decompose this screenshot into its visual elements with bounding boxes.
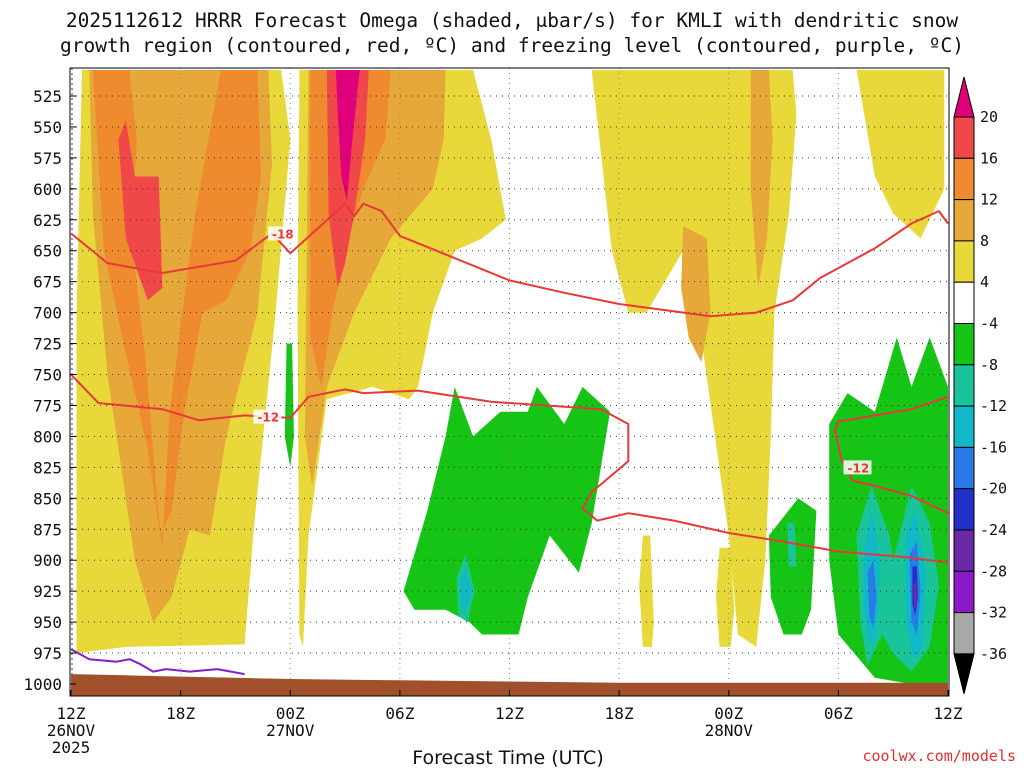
y-tick-label-625: 625 xyxy=(33,211,62,230)
colorbar-label-4: 4 xyxy=(980,273,989,291)
colorbar-bin-3 xyxy=(953,199,975,242)
y-tick-label-800: 800 xyxy=(33,427,62,446)
x-tick-label-0: 12Z xyxy=(57,704,86,723)
omega-shaded-regions xyxy=(76,70,948,684)
region-upward-motion-16-early xyxy=(118,120,163,301)
y-tick-label-950: 950 xyxy=(33,613,62,632)
credit-text: coolwx.com/models xyxy=(862,747,1016,765)
y-axis: 525 550 575 600 625 650 675 700 725 750 775 800 825 8… xyxy=(23,87,76,694)
contour-label-bg-dendritic-minus12-late xyxy=(843,460,872,475)
x-tick-label-18: 06Z xyxy=(385,704,414,723)
colorbar-bin-2 xyxy=(953,157,975,201)
colorbar-arrow-bottom xyxy=(953,653,975,695)
y-tick-label-1000: 1000 xyxy=(23,675,62,694)
chart-title-line-2: growth region (contoured, red, ºC) and f… xyxy=(60,34,964,57)
region-upward-motion-20-second xyxy=(335,70,360,202)
x-tick-label-6: 18Z xyxy=(166,704,195,723)
x-tick-date-0: 26NOV xyxy=(47,721,96,740)
colorbar-bin-9 xyxy=(953,446,975,490)
colorbar-bin-11 xyxy=(953,529,975,572)
colorbar-bin-7 xyxy=(953,364,975,407)
chart-title-line-1: 2025112612 HRRR Forecast Omega (shaded, … xyxy=(66,9,958,32)
colorbar-label-7: -12 xyxy=(980,397,1007,415)
y-tick-label-600: 600 xyxy=(33,180,62,199)
region-downward-motion-12-mid xyxy=(460,566,472,610)
region-downward-motion-8-lateA xyxy=(787,523,797,567)
contour-label-dendritic-minus18: -18 xyxy=(272,227,294,241)
colorbar-bin-12 xyxy=(953,570,975,614)
colorbar-bin-1 xyxy=(953,116,975,159)
colorbar-label-3: 8 xyxy=(980,232,989,250)
y-tick-label-900: 900 xyxy=(33,551,62,570)
colorbar-label-8: -16 xyxy=(980,438,1007,456)
contour-label-dendritic-minus12: -12 xyxy=(257,411,279,425)
region-upward-motion-8-mid xyxy=(681,226,711,363)
colorbar-bin-5 xyxy=(953,281,975,325)
colorbar-label-9: -20 xyxy=(980,480,1007,498)
colorbar-bin-8 xyxy=(953,405,975,448)
plot-area: -18 -12 -12 xyxy=(69,67,950,697)
region-downward-motion-4-early xyxy=(284,343,294,468)
colorbar-label-0: 20 xyxy=(980,108,998,126)
x-tick-date-12: 27NOV xyxy=(266,721,315,740)
y-tick-label-675: 675 xyxy=(33,273,62,292)
region-downward-motion-16-lateB xyxy=(867,560,877,629)
x-axis-label: Forecast Time (UTC) xyxy=(412,747,603,768)
x-tick-year-0: 2025 xyxy=(52,738,91,757)
y-tick-label-775: 775 xyxy=(33,396,62,415)
x-tick-date-36: 28NOV xyxy=(705,721,754,740)
title-block: 2025112612 HRRR Forecast Omega (shaded, … xyxy=(60,9,964,57)
colorbar-label-11: -28 xyxy=(980,562,1007,580)
region-upward-motion-12-early xyxy=(92,70,262,548)
colorbar-label-12: -32 xyxy=(980,604,1007,622)
region-upward-motion-4-late xyxy=(856,70,945,239)
y-tick-label-975: 975 xyxy=(33,644,62,663)
contour-label-dendritic-minus12-late: -12 xyxy=(848,461,870,475)
colorbar-label-1: 16 xyxy=(980,149,998,167)
colorbar: 20 16 12 8 4 -4 -8 -12 -16 -20 -24 -28 -32 -36 xyxy=(953,76,1007,695)
y-tick-label-725: 725 xyxy=(33,335,62,354)
colorbar-bin-13 xyxy=(953,612,975,655)
x-tick-label-12: 00Z xyxy=(276,704,305,723)
y-tick-label-825: 825 xyxy=(33,458,62,477)
y-tick-label-875: 875 xyxy=(33,520,62,539)
y-tick-label-525: 525 xyxy=(33,87,62,106)
region-upward-motion-4-low2 xyxy=(716,547,735,647)
y-tick-label-750: 750 xyxy=(33,366,62,385)
y-tick-label-700: 700 xyxy=(33,304,62,323)
y-tick-label-650: 650 xyxy=(33,242,62,261)
region-downward-motion-4-mid xyxy=(403,386,610,635)
y-tick-label-850: 850 xyxy=(33,489,62,508)
contour-dendritic-minus12-late xyxy=(833,395,949,515)
y-tick-label-575: 575 xyxy=(33,149,62,168)
x-tick-label-48: 12Z xyxy=(934,704,963,723)
grid-lines xyxy=(70,68,949,696)
y-tick-label-925: 925 xyxy=(33,582,62,601)
colorbar-label-5: -4 xyxy=(980,315,998,333)
colorbar-bin-4 xyxy=(953,240,975,283)
x-tick-label-36: 00Z xyxy=(714,704,743,723)
contour-label-bg-dendritic-minus12 xyxy=(253,409,282,424)
y-tick-label-550: 550 xyxy=(33,118,62,137)
colorbar-label-6: -8 xyxy=(980,356,998,374)
region-downward-motion-24-lateB xyxy=(913,582,917,610)
contour-dendritic-minus12 xyxy=(70,373,949,564)
colorbar-bin-6 xyxy=(953,323,975,366)
x-tick-label-24: 12Z xyxy=(495,704,524,723)
contour-label-bg-dendritic-minus18 xyxy=(267,226,296,241)
colorbar-arrow-top xyxy=(953,76,975,118)
region-upward-motion-4-mid xyxy=(591,70,797,647)
region-upward-motion-8-mid2 xyxy=(750,70,773,288)
colorbar-bin-10 xyxy=(953,488,975,531)
colorbar-label-13: -36 xyxy=(980,645,1007,663)
contour-lines: -18 -12 -12 xyxy=(70,202,949,676)
x-tick-label-42: 06Z xyxy=(824,704,853,723)
colorbar-label-10: -24 xyxy=(980,521,1007,539)
contour-freezing-level xyxy=(70,648,245,676)
colorbar-label-2: 12 xyxy=(980,191,998,209)
x-tick-label-30: 18Z xyxy=(605,704,634,723)
